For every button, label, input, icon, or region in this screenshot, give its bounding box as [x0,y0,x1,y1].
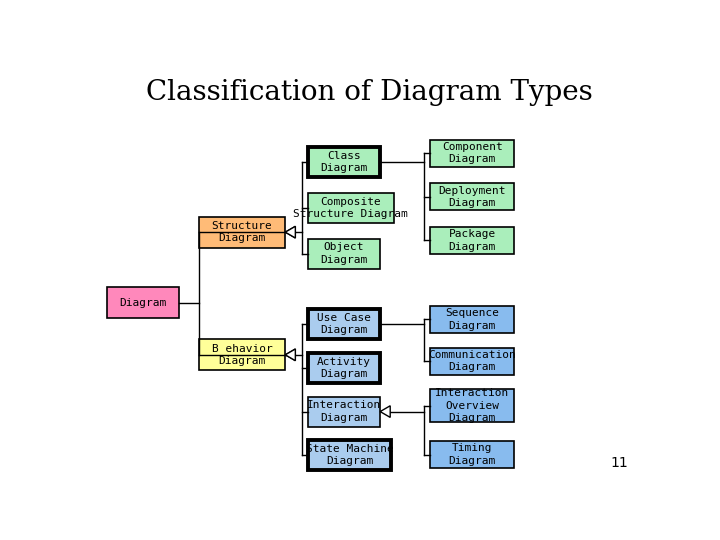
Text: Class
Diagram: Class Diagram [320,151,367,173]
Polygon shape [285,226,295,238]
Polygon shape [380,406,390,417]
Text: Composite
Structure Diagram: Composite Structure Diagram [294,197,408,219]
Bar [431,183,514,210]
Text: B ehavior
Diagram: B ehavior Diagram [212,343,272,366]
Bar [199,339,285,370]
Text: Interaction
Overview
Diagram: Interaction Overview Diagram [435,388,509,423]
Text: Object
Diagram: Object Diagram [320,242,367,265]
Text: Timing
Diagram: Timing Diagram [449,443,496,466]
Text: Communication
Diagram: Communication Diagram [428,350,516,372]
Polygon shape [285,349,295,361]
Bar [307,193,394,223]
Text: State Machine
Diagram: State Machine Diagram [305,444,393,467]
Text: Sequence
Diagram: Sequence Diagram [445,308,499,330]
Text: Interaction
Diagram: Interaction Diagram [307,400,381,423]
Text: Classification of Diagram Types: Classification of Diagram Types [145,79,593,106]
Text: Package
Diagram: Package Diagram [449,230,496,252]
Text: Structure
Diagram: Structure Diagram [212,221,272,244]
Text: Activity
Diagram: Activity Diagram [317,357,371,379]
Bar [307,239,380,268]
Polygon shape [285,349,295,361]
Bar [431,140,514,167]
Bar [307,440,392,470]
Bar [431,441,514,468]
Polygon shape [285,226,295,238]
Text: Component
Diagram: Component Diagram [442,142,503,164]
Bar [307,353,380,383]
Bar [199,217,285,248]
Bar [431,389,514,422]
Bar [431,227,514,254]
Text: Use Case
Diagram: Use Case Diagram [317,313,371,335]
Bar [107,287,179,319]
Text: 11: 11 [611,456,629,470]
Text: Deployment
Diagram: Deployment Diagram [438,186,506,208]
Bar [431,306,514,333]
Bar [307,309,380,339]
Bar [431,348,514,375]
Bar [307,396,380,427]
Text: Diagram: Diagram [120,298,166,308]
Bar [307,147,380,177]
